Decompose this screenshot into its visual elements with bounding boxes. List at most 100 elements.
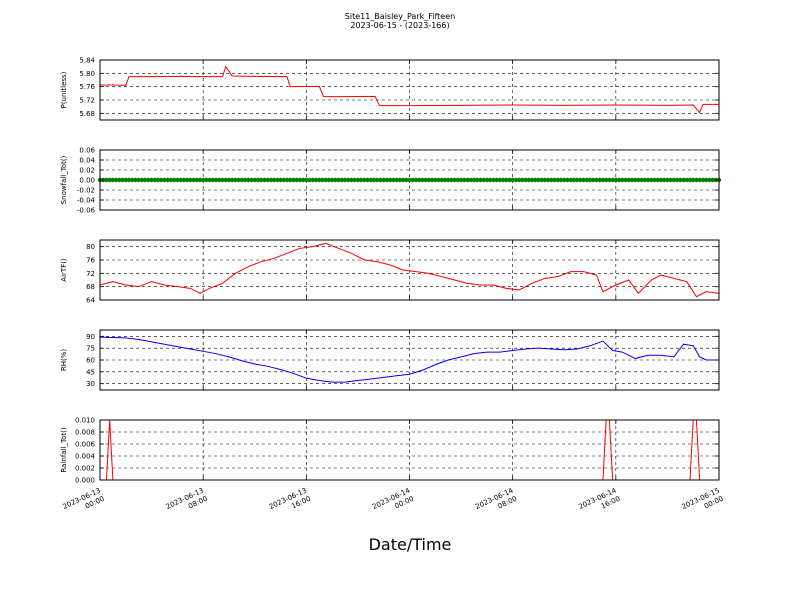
data-point bbox=[516, 177, 522, 183]
data-point bbox=[168, 177, 174, 183]
data-point bbox=[510, 177, 515, 183]
data-point bbox=[449, 177, 454, 183]
data-point bbox=[233, 177, 238, 183]
data-point bbox=[307, 177, 312, 183]
y-tick-label: 45 bbox=[86, 368, 95, 376]
data-point bbox=[620, 177, 625, 183]
data-point bbox=[207, 177, 212, 183]
data-point bbox=[242, 177, 248, 183]
series-line bbox=[99, 336, 719, 383]
data-point bbox=[300, 177, 306, 183]
data-point bbox=[197, 177, 203, 183]
y-tick-label: 0.00 bbox=[79, 177, 95, 185]
data-point bbox=[181, 177, 187, 183]
chart-title: Site11_Baisley_Park_Fifteen bbox=[344, 12, 456, 21]
data-point bbox=[352, 177, 357, 183]
data-point bbox=[478, 177, 483, 183]
x-tick-label: 2023-06-1408:00 bbox=[474, 486, 519, 519]
data-point bbox=[594, 177, 599, 183]
data-point bbox=[552, 177, 557, 183]
data-point bbox=[687, 177, 693, 183]
data-point bbox=[155, 177, 161, 183]
data-point bbox=[171, 177, 177, 183]
data-point bbox=[491, 177, 496, 183]
data-point bbox=[632, 177, 638, 183]
data-point bbox=[294, 177, 299, 183]
data-point bbox=[284, 177, 290, 183]
data-point bbox=[681, 177, 686, 183]
data-point bbox=[639, 177, 644, 183]
y-tick-label: 76 bbox=[86, 257, 95, 265]
y-tick-label: 0.04 bbox=[79, 157, 95, 165]
data-point bbox=[626, 177, 631, 183]
data-point bbox=[571, 177, 577, 183]
data-point bbox=[210, 177, 216, 183]
data-point bbox=[475, 177, 480, 183]
series-line bbox=[100, 65, 719, 114]
data-point bbox=[288, 177, 293, 183]
x-tick-label: 2023-06-1400:00 bbox=[371, 486, 416, 519]
data-point bbox=[317, 177, 322, 183]
y-tick-label: 5.68 bbox=[79, 110, 95, 118]
data-point bbox=[400, 177, 406, 183]
data-point bbox=[217, 177, 222, 183]
y-tick-label: 80 bbox=[86, 243, 95, 251]
y-axis-label: AirTF() bbox=[60, 258, 68, 282]
data-point bbox=[668, 177, 673, 183]
y-tick-label: 68 bbox=[86, 283, 95, 291]
data-point bbox=[497, 177, 502, 183]
data-point bbox=[107, 177, 112, 183]
data-point bbox=[655, 177, 660, 183]
data-point bbox=[607, 177, 612, 183]
data-point bbox=[452, 177, 457, 183]
data-point bbox=[159, 177, 164, 183]
data-point bbox=[130, 177, 135, 183]
data-point bbox=[691, 177, 696, 183]
data-point bbox=[378, 177, 383, 183]
series-line bbox=[99, 242, 720, 298]
y-tick-label: 0.006 bbox=[75, 441, 96, 449]
data-point bbox=[278, 177, 283, 183]
data-point bbox=[133, 177, 138, 183]
data-point bbox=[320, 177, 325, 183]
data-point bbox=[326, 177, 332, 183]
data-point bbox=[220, 177, 225, 183]
data-point bbox=[494, 177, 499, 183]
data-point bbox=[603, 177, 609, 183]
data-point bbox=[223, 177, 228, 183]
data-point bbox=[165, 177, 170, 183]
data-point bbox=[265, 177, 270, 183]
data-point bbox=[436, 177, 441, 183]
y-axis-label: P(unitless) bbox=[60, 71, 68, 108]
data-point bbox=[416, 177, 422, 183]
data-point bbox=[391, 177, 396, 183]
data-point bbox=[671, 177, 677, 183]
data-point bbox=[342, 177, 348, 183]
y-tick-label: 5.84 bbox=[79, 57, 95, 65]
data-point bbox=[358, 177, 364, 183]
x-tick-label: 2023-06-1500:00 bbox=[681, 487, 725, 520]
data-point bbox=[362, 177, 367, 183]
data-point bbox=[355, 177, 361, 183]
data-point bbox=[365, 177, 370, 183]
data-point bbox=[426, 177, 432, 183]
data-point bbox=[500, 177, 506, 183]
data-point bbox=[333, 177, 338, 183]
data-point bbox=[252, 177, 257, 183]
y-tick-label: 90 bbox=[86, 333, 95, 341]
data-point bbox=[375, 177, 380, 183]
data-point bbox=[117, 177, 122, 183]
data-point bbox=[484, 177, 490, 183]
data-point bbox=[246, 177, 251, 183]
data-point bbox=[678, 177, 683, 183]
data-point bbox=[175, 177, 180, 183]
data-point bbox=[533, 177, 538, 183]
y-tick-label: 0.010 bbox=[75, 417, 95, 425]
data-point bbox=[413, 177, 419, 183]
data-point bbox=[149, 177, 154, 183]
data-point bbox=[471, 177, 477, 183]
data-point bbox=[555, 177, 561, 183]
data-point bbox=[523, 177, 528, 183]
y-axis-label: RH(%) bbox=[60, 349, 68, 372]
